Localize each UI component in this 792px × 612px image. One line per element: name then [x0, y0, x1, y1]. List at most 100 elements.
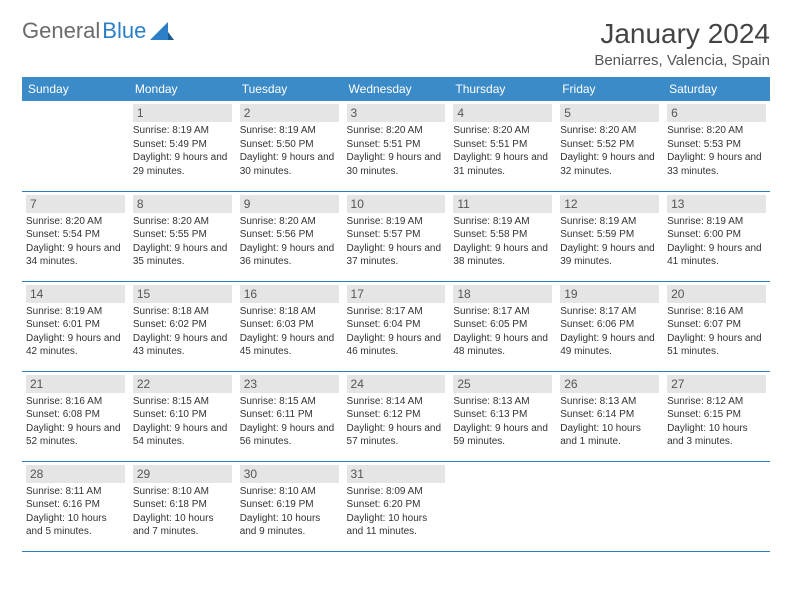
day-number: 31 [347, 465, 446, 483]
day-cell: 3 Sunrise: 8:20 AMSunset: 5:51 PMDaylight… [343, 101, 450, 191]
day-info: Sunrise: 8:20 AMSunset: 5:55 PMDaylight:… [133, 215, 232, 269]
day-cell: 16Sunrise: 8:18 AMSunset: 6:03 PMDayligh… [236, 281, 343, 371]
week-row: 1 Sunrise: 8:19 AMSunset: 5:49 PMDaylight… [22, 101, 770, 191]
week-row: 7 Sunrise: 8:20 AMSunset: 5:54 PMDaylight… [22, 191, 770, 281]
day-info: Sunrise: 8:19 AMSunset: 5:57 PMDaylight:… [347, 215, 446, 269]
day-cell: 2Sunrise: 8:19 AMSunset: 5:50 PMDaylight… [236, 101, 343, 191]
day-number: 9 [240, 195, 339, 213]
day-info: Sunrise: 8:18 AMSunset: 6:02 PMDaylight:… [133, 305, 232, 359]
day-info: Sunrise: 8:13 AMSunset: 6:13 PMDaylight:… [453, 395, 552, 449]
week-row: 28 Sunrise: 8:11 AMSunset: 6:16 PMDayligh… [22, 461, 770, 551]
logo-text-general: General [22, 18, 100, 44]
day-info: Sunrise: 8:09 AMSunset: 6:20 PMDaylight:… [347, 485, 446, 539]
logo: GeneralBlue [22, 18, 174, 44]
month-title: January 2024 [594, 18, 770, 50]
day-number: 26 [560, 375, 659, 393]
day-number: 20 [667, 285, 766, 303]
day-cell: 23 Sunrise: 8:15 AMSunset: 6:11 PMDayligh… [236, 371, 343, 461]
day-number: 25 [453, 375, 552, 393]
day-cell: 28 Sunrise: 8:11 AMSunset: 6:16 PMDayligh… [22, 461, 129, 551]
day-cell: 6 Sunrise: 8:20 AMSunset: 5:53 PMDaylight… [663, 101, 770, 191]
day-cell: 20 Sunrise: 8:16 AMSunset: 6:07 PMDayligh… [663, 281, 770, 371]
empty-cell [22, 101, 129, 191]
day-info: Sunrise: 8:11 AMSunset: 6:16 PMDaylight:… [26, 485, 125, 539]
day-number: 10 [347, 195, 446, 213]
title-block: January 2024 Beniarres, Valencia, Spain [594, 18, 770, 69]
week-row: 21 Sunrise: 8:16 AMSunset: 6:08 PMDayligh… [22, 371, 770, 461]
day-cell: 10 Sunrise: 8:19 AMSunset: 5:57 PMDayligh… [343, 191, 450, 281]
empty-cell [449, 461, 556, 551]
day-number: 24 [347, 375, 446, 393]
day-header: Friday [556, 77, 663, 101]
day-number: 21 [26, 375, 125, 393]
day-number: 17 [347, 285, 446, 303]
day-number: 6 [667, 104, 766, 122]
day-info: Sunrise: 8:16 AMSunset: 6:07 PMDaylight:… [667, 305, 766, 359]
day-number: 7 [26, 195, 125, 213]
day-header: Saturday [663, 77, 770, 101]
day-info: Sunrise: 8:19 AMSunset: 5:59 PMDaylight:… [560, 215, 659, 269]
day-number: 19 [560, 285, 659, 303]
day-header: Tuesday [236, 77, 343, 101]
day-info: Sunrise: 8:15 AMSunset: 6:11 PMDaylight:… [240, 395, 339, 449]
day-cell: 26 Sunrise: 8:13 AMSunset: 6:14 PMDayligh… [556, 371, 663, 461]
day-number: 1 [133, 104, 232, 122]
day-info: Sunrise: 8:14 AMSunset: 6:12 PMDaylight:… [347, 395, 446, 449]
day-info: Sunrise: 8:19 AMSunset: 6:00 PMDaylight:… [667, 215, 766, 269]
day-info: Sunrise: 8:19 AMSunset: 5:50 PMDaylight:… [240, 124, 339, 178]
day-cell: 1 Sunrise: 8:19 AMSunset: 5:49 PMDaylight… [129, 101, 236, 191]
day-cell: 18Sunrise: 8:17 AMSunset: 6:05 PMDayligh… [449, 281, 556, 371]
day-info: Sunrise: 8:17 AMSunset: 6:04 PMDaylight:… [347, 305, 446, 359]
calendar-table: SundayMondayTuesdayWednesdayThursdayFrid… [22, 77, 770, 552]
day-number: 12 [560, 195, 659, 213]
day-number: 30 [240, 465, 339, 483]
day-number: 11 [453, 195, 552, 213]
day-cell: 27 Sunrise: 8:12 AMSunset: 6:15 PMDayligh… [663, 371, 770, 461]
day-number: 28 [26, 465, 125, 483]
empty-cell [663, 461, 770, 551]
week-row: 14Sunrise: 8:19 AMSunset: 6:01 PMDayligh… [22, 281, 770, 371]
day-info: Sunrise: 8:20 AMSunset: 5:52 PMDaylight:… [560, 124, 659, 178]
day-info: Sunrise: 8:20 AMSunset: 5:56 PMDaylight:… [240, 215, 339, 269]
day-cell: 8 Sunrise: 8:20 AMSunset: 5:55 PMDaylight… [129, 191, 236, 281]
day-info: Sunrise: 8:20 AMSunset: 5:54 PMDaylight:… [26, 215, 125, 269]
day-info: Sunrise: 8:15 AMSunset: 6:10 PMDaylight:… [133, 395, 232, 449]
empty-cell [556, 461, 663, 551]
day-cell: 29Sunrise: 8:10 AMSunset: 6:18 PMDayligh… [129, 461, 236, 551]
day-number: 3 [347, 104, 446, 122]
day-cell: 17 Sunrise: 8:17 AMSunset: 6:04 PMDayligh… [343, 281, 450, 371]
day-info: Sunrise: 8:13 AMSunset: 6:14 PMDaylight:… [560, 395, 659, 449]
day-cell: 25 Sunrise: 8:13 AMSunset: 6:13 PMDayligh… [449, 371, 556, 461]
day-cell: 31 Sunrise: 8:09 AMSunset: 6:20 PMDayligh… [343, 461, 450, 551]
day-number: 8 [133, 195, 232, 213]
day-info: Sunrise: 8:19 AMSunset: 5:49 PMDaylight:… [133, 124, 232, 178]
day-cell: 5 Sunrise: 8:20 AMSunset: 5:52 PMDaylight… [556, 101, 663, 191]
day-number: 23 [240, 375, 339, 393]
day-number: 13 [667, 195, 766, 213]
day-cell: 24 Sunrise: 8:14 AMSunset: 6:12 PMDayligh… [343, 371, 450, 461]
day-info: Sunrise: 8:16 AMSunset: 6:08 PMDaylight:… [26, 395, 125, 449]
day-number: 5 [560, 104, 659, 122]
day-number: 22 [133, 375, 232, 393]
day-number: 27 [667, 375, 766, 393]
day-cell: 15Sunrise: 8:18 AMSunset: 6:02 PMDayligh… [129, 281, 236, 371]
day-cell: 13 Sunrise: 8:19 AMSunset: 6:00 PMDayligh… [663, 191, 770, 281]
day-header-row: SundayMondayTuesdayWednesdayThursdayFrid… [22, 77, 770, 101]
day-cell: 14Sunrise: 8:19 AMSunset: 6:01 PMDayligh… [22, 281, 129, 371]
day-header: Sunday [22, 77, 129, 101]
day-cell: 22 Sunrise: 8:15 AMSunset: 6:10 PMDayligh… [129, 371, 236, 461]
day-info: Sunrise: 8:20 AMSunset: 5:53 PMDaylight:… [667, 124, 766, 178]
day-info: Sunrise: 8:20 AMSunset: 5:51 PMDaylight:… [347, 124, 446, 178]
day-info: Sunrise: 8:20 AMSunset: 5:51 PMDaylight:… [453, 124, 552, 178]
header: GeneralBlue January 2024 Beniarres, Vale… [22, 18, 770, 69]
location: Beniarres, Valencia, Spain [594, 52, 770, 69]
day-cell: 21 Sunrise: 8:16 AMSunset: 6:08 PMDayligh… [22, 371, 129, 461]
day-cell: 7 Sunrise: 8:20 AMSunset: 5:54 PMDaylight… [22, 191, 129, 281]
day-number: 4 [453, 104, 552, 122]
day-cell: 11Sunrise: 8:19 AMSunset: 5:58 PMDayligh… [449, 191, 556, 281]
day-info: Sunrise: 8:12 AMSunset: 6:15 PMDaylight:… [667, 395, 766, 449]
day-number: 16 [240, 285, 339, 303]
day-header: Thursday [449, 77, 556, 101]
day-info: Sunrise: 8:10 AMSunset: 6:19 PMDaylight:… [240, 485, 339, 539]
day-cell: 4 Sunrise: 8:20 AMSunset: 5:51 PMDaylight… [449, 101, 556, 191]
